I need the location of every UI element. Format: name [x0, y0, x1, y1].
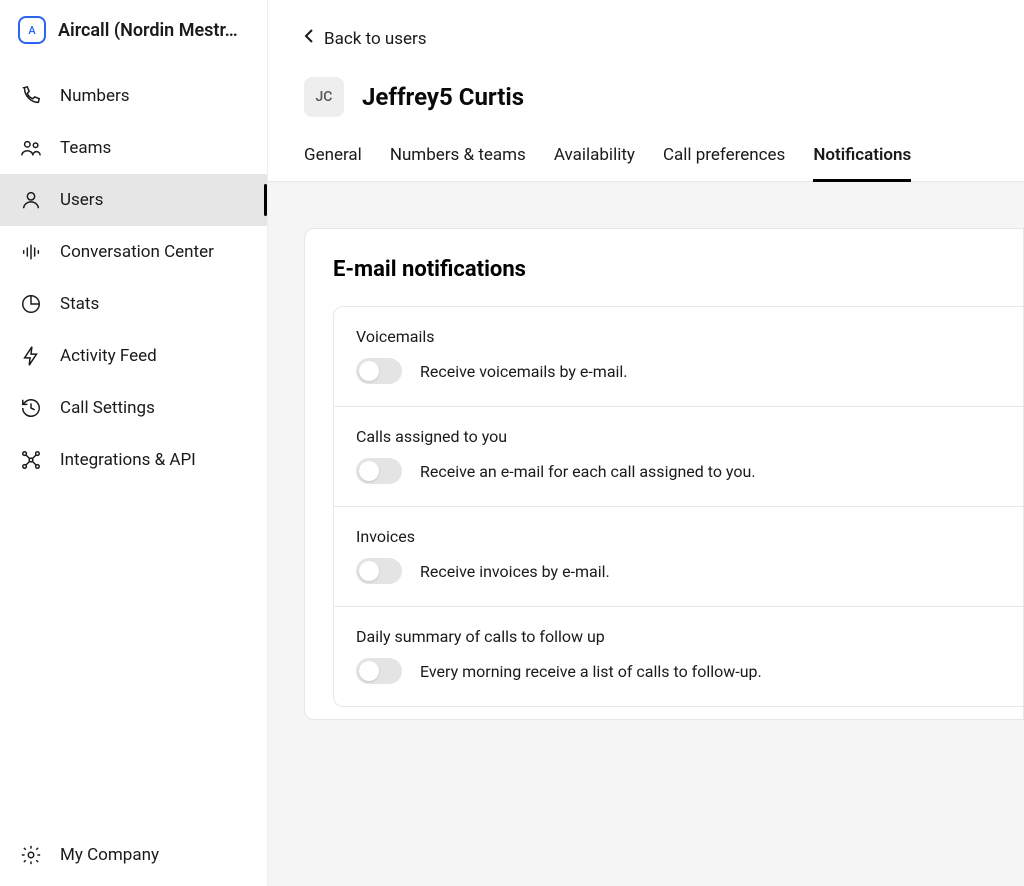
- setting-label: Daily summary of calls to follow up: [356, 627, 1001, 646]
- sidebar-item-stats[interactable]: Stats: [0, 278, 267, 330]
- sidebar-item-teams[interactable]: Teams: [0, 122, 267, 174]
- integrations-icon: [20, 449, 42, 471]
- tab-label: General: [304, 145, 362, 165]
- setting-label: Calls assigned to you: [356, 427, 1001, 446]
- sidebar-item-label: Integrations & API: [60, 450, 196, 470]
- sidebar-item-activity-feed[interactable]: Activity Feed: [0, 330, 267, 382]
- setting-calls-assigned: Calls assigned to you Receive an e-mail …: [334, 407, 1023, 507]
- tab-notifications[interactable]: Notifications: [813, 145, 911, 181]
- toggle-invoices[interactable]: [356, 558, 402, 584]
- toggle-calls-assigned[interactable]: [356, 458, 402, 484]
- page-title: Jeffrey5 Curtis: [362, 83, 524, 111]
- back-to-users-link[interactable]: Back to users: [304, 28, 1024, 49]
- setting-invoices: Invoices Receive invoices by e-mail.: [334, 507, 1023, 607]
- stats-icon: [20, 293, 42, 315]
- user-heading: JC Jeffrey5 Curtis: [304, 77, 1024, 117]
- sidebar-footer-label: My Company: [60, 845, 159, 865]
- tab-general[interactable]: General: [304, 145, 362, 181]
- setting-description: Receive invoices by e-mail.: [420, 562, 610, 581]
- teams-icon: [20, 137, 42, 159]
- content-area: E-mail notifications Voicemails Receive …: [268, 182, 1024, 886]
- sidebar-item-users[interactable]: Users: [0, 174, 267, 226]
- email-notifications-card: E-mail notifications Voicemails Receive …: [304, 228, 1024, 720]
- sidebar-item-label: Teams: [60, 138, 111, 158]
- setting-description: Receive voicemails by e-mail.: [420, 362, 628, 381]
- tab-call-preferences[interactable]: Call preferences: [663, 145, 785, 181]
- toggle-daily-summary[interactable]: [356, 658, 402, 684]
- settings-list: Voicemails Receive voicemails by e-mail.…: [333, 306, 1023, 707]
- tabs: General Numbers & teams Availability Cal…: [268, 145, 1024, 182]
- sidebar-item-label: Stats: [60, 294, 99, 314]
- sidebar-item-label: Conversation Center: [60, 242, 214, 262]
- sidebar-item-label: Call Settings: [60, 398, 155, 418]
- chevron-left-icon: [304, 28, 314, 49]
- sidebar-item-numbers[interactable]: Numbers: [0, 70, 267, 122]
- sidebar-header[interactable]: A Aircall (Nordin Mestr…: [0, 0, 267, 64]
- app-name: Aircall (Nordin Mestr…: [58, 20, 238, 41]
- tab-label: Notifications: [813, 145, 911, 165]
- back-link-label: Back to users: [324, 29, 427, 49]
- card-title: E-mail notifications: [333, 257, 1023, 282]
- sidebar-item-label: Activity Feed: [60, 346, 157, 366]
- user-icon: [20, 189, 42, 211]
- sidebar-nav: Numbers Teams Users Conversation Center …: [0, 64, 267, 828]
- main: Back to users JC Jeffrey5 Curtis General…: [268, 0, 1024, 886]
- tab-label: Call preferences: [663, 145, 785, 165]
- app-logo: A: [18, 16, 46, 44]
- gear-icon: [20, 844, 42, 866]
- sidebar-item-label: Numbers: [60, 86, 130, 106]
- setting-description: Every morning receive a list of calls to…: [420, 662, 762, 681]
- setting-control: Receive invoices by e-mail.: [356, 558, 1001, 584]
- tab-label: Numbers & teams: [390, 145, 526, 165]
- avatar-initials: JC: [316, 89, 333, 105]
- setting-voicemails: Voicemails Receive voicemails by e-mail.: [334, 307, 1023, 407]
- setting-label: Voicemails: [356, 327, 1001, 346]
- app-logo-letter: A: [28, 24, 35, 37]
- avatar: JC: [304, 77, 344, 117]
- setting-control: Every morning receive a list of calls to…: [356, 658, 1001, 684]
- setting-label: Invoices: [356, 527, 1001, 546]
- waveform-icon: [20, 241, 42, 263]
- lightning-icon: [20, 345, 42, 367]
- sidebar-item-integrations[interactable]: Integrations & API: [0, 434, 267, 486]
- setting-control: Receive voicemails by e-mail.: [356, 358, 1001, 384]
- history-icon: [20, 397, 42, 419]
- tab-label: Availability: [554, 145, 635, 165]
- setting-description: Receive an e-mail for each call assigned…: [420, 462, 756, 481]
- sidebar-item-conversation-center[interactable]: Conversation Center: [0, 226, 267, 278]
- sidebar: A Aircall (Nordin Mestr… Numbers Teams U…: [0, 0, 268, 886]
- sidebar-footer-my-company[interactable]: My Company: [0, 828, 267, 886]
- toggle-voicemails[interactable]: [356, 358, 402, 384]
- setting-daily-summary: Daily summary of calls to follow up Ever…: [334, 607, 1023, 706]
- setting-control: Receive an e-mail for each call assigned…: [356, 458, 1001, 484]
- sidebar-item-call-settings[interactable]: Call Settings: [0, 382, 267, 434]
- tab-availability[interactable]: Availability: [554, 145, 635, 181]
- sidebar-item-label: Users: [60, 190, 103, 210]
- tab-numbers-teams[interactable]: Numbers & teams: [390, 145, 526, 181]
- main-header: Back to users JC Jeffrey5 Curtis General…: [268, 0, 1024, 182]
- phone-icon: [20, 85, 42, 107]
